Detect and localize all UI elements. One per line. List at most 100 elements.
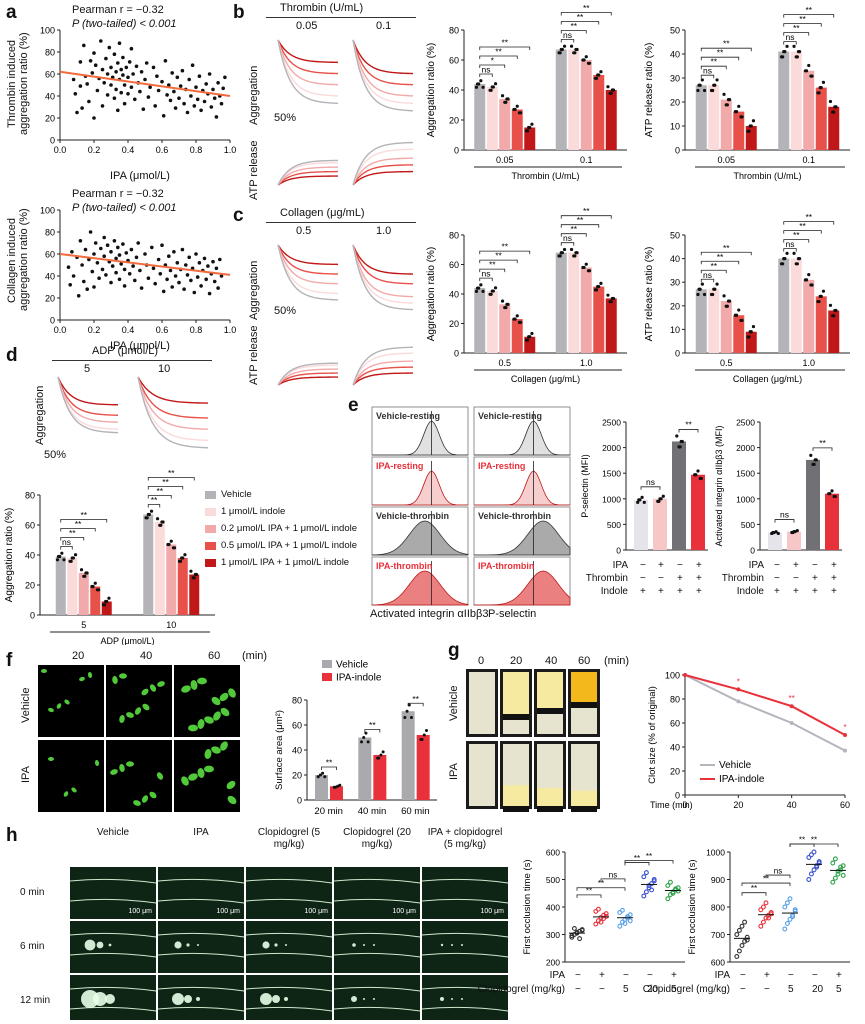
sig-label: ** [583, 3, 590, 13]
sig-bracket [479, 73, 493, 77]
panel-e-row-label-2: Thrombin [721, 573, 764, 584]
replicate-dot [557, 51, 561, 55]
data-point [766, 915, 772, 921]
replicate-dot [821, 289, 826, 293]
replicate-dot [146, 512, 150, 517]
data-point [173, 106, 178, 110]
data-point [211, 87, 215, 92]
sig-label: ** [598, 879, 604, 888]
b-atp-y-tick-label: 30 [670, 74, 680, 84]
data-point [784, 900, 790, 906]
collagen-10-agg-trace [352, 244, 414, 311]
replicate-dot [700, 282, 704, 286]
thrombus [274, 943, 278, 947]
panel-f-time-2: 40 [140, 650, 153, 662]
line-chart-g-clot: 0 20 40 60 80 100 Clot size (% of original) 0 20… [647, 671, 850, 811]
legend-label: IPA-indole [336, 673, 382, 684]
g-clot-y-tick-label: 20 [670, 767, 680, 777]
replicate-dot [144, 516, 148, 520]
bar [330, 786, 343, 800]
replicate-dot [593, 288, 598, 292]
replicate-dot [599, 70, 603, 74]
data-point [814, 864, 820, 870]
sig-bracket [741, 882, 791, 887]
panel-d-dose-2: 10 [158, 363, 171, 375]
data-point [165, 277, 169, 282]
data-point [139, 70, 144, 74]
collagen-10-agg-trace [352, 244, 414, 304]
e-itg-y-tick-label: 2000 [736, 443, 755, 453]
h-occl-y-tick-label: 600 [711, 958, 725, 968]
replicate-dot [581, 58, 585, 62]
a-top-y-tick-label: 40 [45, 92, 55, 102]
data-point [832, 856, 838, 862]
a-top-x-tick-label: 0.6 [156, 145, 169, 155]
intravital-frame [334, 867, 420, 919]
panel-h-cell: − [623, 970, 629, 981]
sig-label: ** [80, 510, 87, 520]
data-point [85, 82, 89, 86]
data-point [840, 872, 846, 878]
data-point [651, 877, 657, 882]
panel-h-cell: − [599, 984, 605, 995]
data-point [194, 252, 198, 256]
platelet [190, 680, 198, 690]
g-clot-ylabel: Clot size (% of original) [647, 686, 658, 784]
thrombus [108, 943, 112, 947]
d-agg-y-tick-label: 60 [25, 521, 35, 531]
sig-label: * [843, 723, 846, 732]
data-point [569, 934, 575, 940]
d-agg-ylabel: Aggregation ratio (%) [4, 508, 15, 603]
sig-bracket [783, 248, 797, 252]
clot-base [571, 806, 597, 812]
sig-bracket [576, 894, 602, 898]
data-point [92, 285, 96, 289]
data-point [133, 278, 137, 283]
data-point [151, 65, 156, 70]
sig-bracket [60, 528, 96, 532]
f-area-y-tick-label: 40 [292, 746, 302, 756]
replicate-dot [360, 740, 364, 744]
replicate-dot [574, 47, 578, 52]
replicate-dot [379, 753, 383, 757]
bar [486, 87, 498, 150]
replicate-dot [702, 292, 707, 297]
data-point [102, 235, 106, 240]
data-point [102, 81, 106, 85]
data-point [138, 268, 142, 273]
data-point [129, 85, 134, 89]
data-point [139, 286, 144, 290]
vessel-wall [421, 898, 509, 904]
replicate-dot [171, 546, 176, 550]
bar [803, 70, 815, 150]
thrombin-01-atp-trace [352, 157, 414, 186]
data-point [195, 97, 200, 102]
data-point [100, 267, 105, 272]
sig-label: ** [793, 23, 800, 33]
adp-10-agg-trace [137, 376, 209, 442]
replicate-dot [722, 92, 726, 96]
replicate-dot [475, 82, 480, 86]
collagen-10-agg-trace [352, 244, 414, 285]
data-point [129, 46, 134, 51]
platelet [48, 707, 54, 713]
data-point [127, 60, 132, 64]
panel-e-cell: + [640, 586, 646, 597]
data-point [109, 83, 113, 87]
replicate-dot [517, 320, 522, 324]
data-point [185, 110, 190, 115]
data-point [92, 252, 96, 256]
data-point [736, 948, 742, 954]
bar [733, 315, 745, 353]
replicate-dot [490, 85, 494, 89]
data-point [131, 264, 135, 268]
serum [469, 672, 495, 734]
sig-bracket [640, 486, 661, 490]
panel-b-scale: 50% [274, 112, 297, 124]
panel-e-cell: + [677, 573, 683, 584]
intravital-frame [246, 921, 332, 973]
g-clot-xlabel: Time (min) [650, 800, 693, 810]
data-point [133, 97, 137, 102]
data-point [105, 93, 110, 97]
data-point [782, 926, 788, 932]
